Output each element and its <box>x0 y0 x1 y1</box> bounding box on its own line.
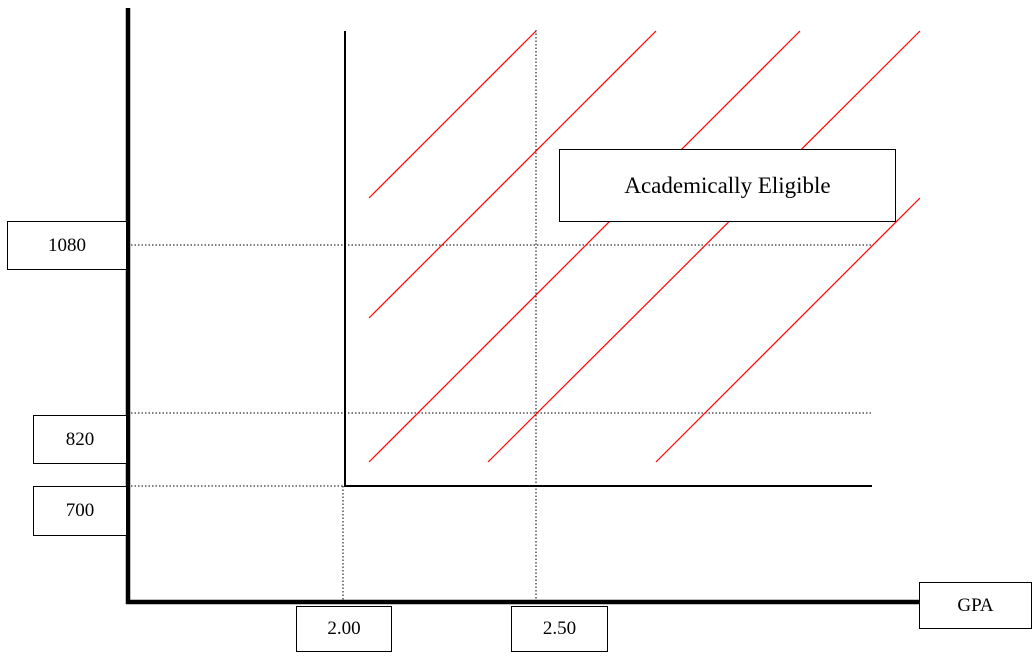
hatch-line <box>368 30 801 463</box>
y-tick-820: 820 <box>33 415 127 464</box>
axes <box>125 8 920 605</box>
eligibility-boundary <box>344 31 872 487</box>
y-tick-700: 700 <box>33 486 127 536</box>
hatch-line <box>368 30 537 199</box>
y-tick-1080: 1080 <box>7 221 127 270</box>
x-tick-2-50: 2.50 <box>511 606 608 652</box>
x-axis-label: GPA <box>919 582 1032 629</box>
x-tick-2-00: 2.00 <box>296 606 392 652</box>
eligible-region-hatching <box>368 30 921 463</box>
region-label: Academically Eligible <box>559 149 896 222</box>
hatch-line <box>487 30 921 463</box>
guide-lines <box>131 30 872 604</box>
hatch-line <box>655 197 921 463</box>
hatch-line <box>368 30 657 319</box>
